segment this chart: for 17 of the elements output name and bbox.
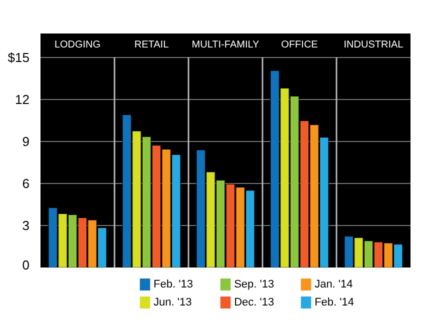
x-tick-label: INDUSTRIAL (344, 40, 404, 50)
x-tick-label: LODGING (54, 40, 101, 50)
legend-label: Jun. '13 (154, 296, 192, 308)
y-tick-label: 6 (22, 176, 30, 191)
legend-label: Feb. '14 (314, 296, 354, 308)
y-tick-label: 12 (15, 92, 30, 107)
x-tick-label: RETAIL (134, 40, 170, 50)
y-tick-label: 9 (22, 134, 30, 149)
y-tick-label: 3 (22, 218, 30, 233)
x-tick-label: MULTI-FAMILY (192, 40, 260, 50)
legend-label: Sep. '13 (234, 278, 274, 290)
legend-label: Feb. '13 (154, 278, 193, 290)
x-tick-label: OFFICE (281, 40, 318, 50)
legend-label: Jan. '14 (314, 278, 353, 290)
y-tick-label: 0 (22, 258, 30, 272)
y-tick-label: $15 (8, 50, 30, 65)
legend-label: Dec. '13 (234, 296, 274, 308)
